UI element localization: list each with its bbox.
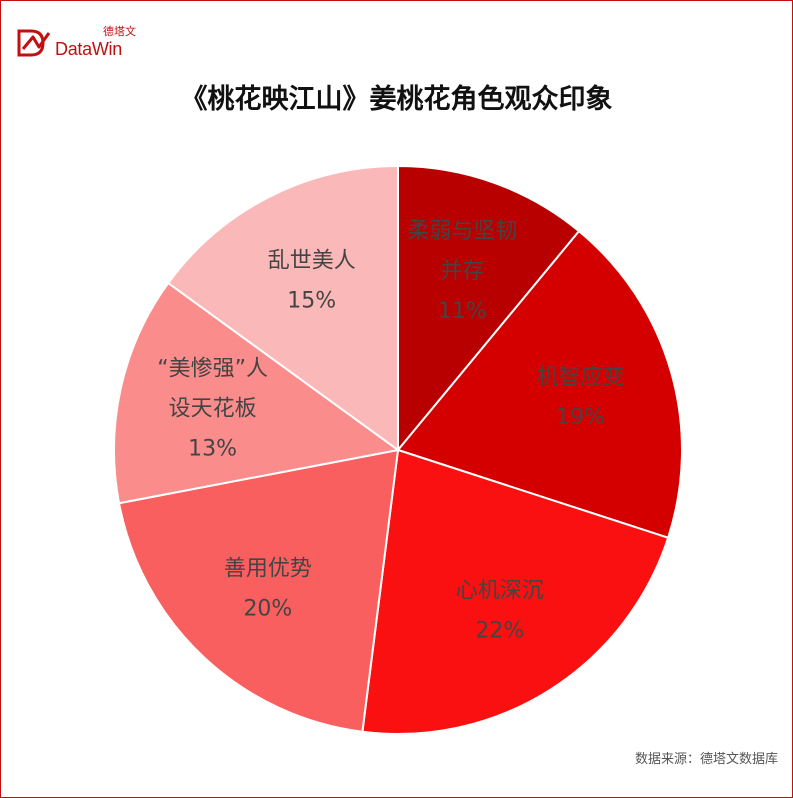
pie-category-label-6: 乱世美人 <box>268 248 356 273</box>
pie-slices <box>113 164 683 735</box>
brand-name-cn: 德塔文 <box>103 25 136 38</box>
pie-value-label-1: 11% <box>438 299 487 324</box>
datawin-logo-icon <box>17 29 51 57</box>
pie-category-label-4: 善用优势 <box>224 556 312 581</box>
pie-category-label-5: “美惨强”人 <box>157 356 268 381</box>
brand-logo: 德塔文 DataWin <box>15 23 155 63</box>
pie-label-2: 机智应变 19% <box>536 365 624 430</box>
pie-value-label-3: 22% <box>475 618 524 643</box>
pie-slice-5 <box>113 281 401 505</box>
chart-title: 《桃花映江山》姜桃花角色观众印象 <box>180 84 613 115</box>
pie-category-label-5: 设天花板 <box>169 396 257 421</box>
pie-label-3: 心机深沉 22% <box>456 578 544 643</box>
pie-label-4: 善用优势 20% <box>224 556 312 621</box>
pie-category-label-1: 柔弱与坚韧 <box>407 219 517 244</box>
pie-value-label-6: 15% <box>287 288 336 313</box>
pie-category-label-1: 并存 <box>440 259 484 284</box>
pie-label-6: 乱世美人 15% <box>268 248 356 313</box>
pie-slice-3 <box>361 448 670 735</box>
pie-slice-4 <box>117 448 400 733</box>
pie-slice-1 <box>397 164 581 453</box>
pie-value-label-2: 19% <box>556 405 605 430</box>
pie-value-label-5: 13% <box>188 436 237 461</box>
data-source-note: 数据来源：德塔文数据库 <box>634 752 778 767</box>
pie-slice-2 <box>396 229 683 540</box>
pie-label-1: 柔弱与坚韧并存 11% <box>407 219 517 324</box>
pie-label-5: “美惨强”人设天花板 13% <box>157 356 268 461</box>
pie-labels: 柔弱与坚韧并存 11% 机智应变 19% 心机深沉 22% 善用优势 20% “美惨强”人设天花… <box>157 219 624 643</box>
pie-value-label-4: 20% <box>243 596 292 621</box>
pie-category-label-2: 机智应变 <box>536 365 624 390</box>
pie-category-label-3: 心机深沉 <box>456 578 544 603</box>
pie-slice-6 <box>166 164 399 452</box>
brand-name-en: DataWin <box>55 39 122 59</box>
